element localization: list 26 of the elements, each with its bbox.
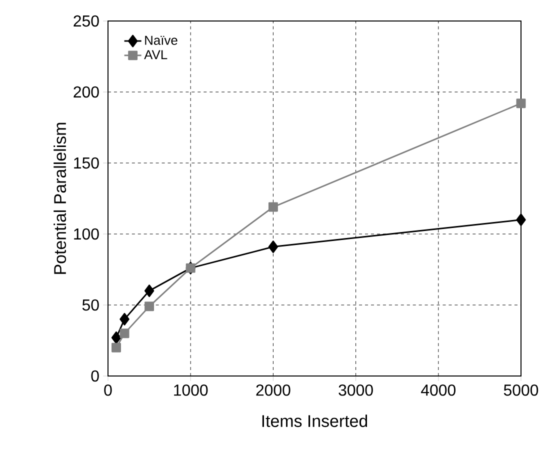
x-axis-title: Items Inserted (262, 414, 368, 428)
legend-label: AVL (144, 50, 168, 60)
y-tick-label: 0 (91, 370, 99, 382)
point (516, 214, 526, 226)
y-tick-label: 50 (82, 299, 99, 311)
legend-label: Naïve (145, 36, 178, 45)
y-axis-title: Potential Parallelism (54, 122, 66, 274)
y-tick-label: 150 (74, 157, 99, 169)
x-tick-label: 5000 (504, 384, 538, 396)
y-tick-label: 250 (74, 15, 99, 27)
point (516, 98, 526, 108)
point (144, 284, 154, 298)
point (268, 240, 278, 254)
y-tick-label: 100 (74, 228, 99, 240)
y-tick-label: 200 (74, 86, 99, 98)
point (111, 331, 122, 344)
x-tick-label: 2000 (256, 384, 290, 396)
x-tick-label: 3000 (338, 384, 373, 396)
point (268, 202, 278, 212)
point (144, 302, 154, 312)
x-tick-label: 0 (104, 384, 112, 396)
point (120, 328, 130, 338)
x-tick-label: 1000 (174, 384, 208, 396)
point (120, 312, 130, 326)
point (112, 342, 121, 352)
x-tick-label: 4000 (421, 384, 456, 396)
